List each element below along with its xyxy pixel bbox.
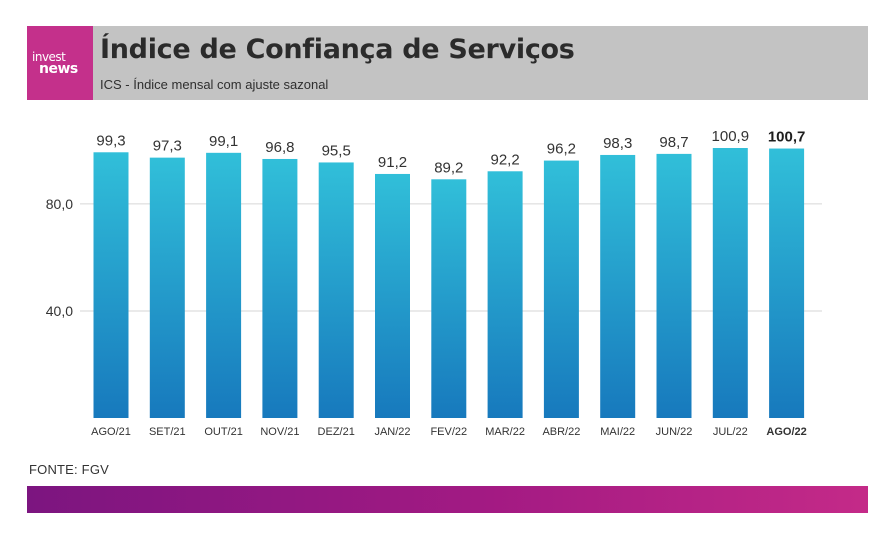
y-tick-label: 40,0 xyxy=(46,303,73,319)
bar xyxy=(712,148,748,418)
bar xyxy=(262,158,298,418)
bar xyxy=(487,171,523,418)
bar-value-label: 91,2 xyxy=(378,154,407,171)
x-tick-label: MAR/22 xyxy=(485,426,525,438)
value-labels: 99,3 97,3 99,1 96,8 95,5 91,2 89,2 92,2 96,2 98,3… xyxy=(96,128,805,176)
x-tick-label: MAI/22 xyxy=(600,426,635,438)
bar xyxy=(149,157,185,418)
footer-bar xyxy=(27,486,868,513)
x-tick-label: JUL/22 xyxy=(713,426,748,438)
chart-title: Índice de Confiança de Serviços xyxy=(100,34,575,65)
y-tick-label: 80,0 xyxy=(46,196,73,212)
x-tick-label: DEZ/21 xyxy=(318,426,355,438)
bar xyxy=(600,154,636,418)
header-band xyxy=(27,26,868,100)
bar xyxy=(656,153,692,418)
bar xyxy=(769,148,805,418)
x-tick-label: JAN/22 xyxy=(374,426,410,438)
bar-value-label: 99,3 xyxy=(96,132,125,149)
bar-value-label: 99,1 xyxy=(209,133,238,150)
logo-text-top: invest xyxy=(32,50,66,64)
bar-value-label: 100,9 xyxy=(712,128,750,145)
x-tick-label: ABR/22 xyxy=(542,426,580,438)
bar-value-label: 98,3 xyxy=(603,135,632,152)
bar-value-label: 89,2 xyxy=(434,159,463,176)
bar xyxy=(543,160,579,418)
bar xyxy=(318,162,354,418)
bar-value-label: 100,7 xyxy=(768,129,806,146)
chart-subtitle: ICS - Índice mensal com ajuste sazonal xyxy=(100,77,329,92)
x-tick-label: JUN/22 xyxy=(656,426,693,438)
bar-value-label: 96,2 xyxy=(547,141,576,158)
source-note: FONTE: FGV xyxy=(29,462,109,477)
bars xyxy=(93,148,805,418)
x-tick-label: NOV/21 xyxy=(260,426,299,438)
x-tick-label: AGO/21 xyxy=(91,426,131,438)
x-tick-label: OUT/21 xyxy=(204,426,243,438)
logo-text-bottom: news xyxy=(39,61,78,77)
bar-value-label: 98,7 xyxy=(659,134,688,151)
bar-value-label: 92,2 xyxy=(490,151,519,168)
bar xyxy=(431,179,467,418)
bar-value-label: 95,5 xyxy=(322,142,351,159)
x-axis-ticks: AGO/21 SET/21 OUT/21 NOV/21 DEZ/21 JAN/22 FEV/… xyxy=(91,426,807,438)
x-tick-label: AGO/22 xyxy=(766,426,806,438)
logo: invest news xyxy=(27,26,93,100)
bar xyxy=(206,152,242,418)
bar xyxy=(375,173,410,418)
bar-value-label: 96,8 xyxy=(265,139,294,156)
x-tick-label: FEV/22 xyxy=(430,426,467,438)
bar-value-label: 97,3 xyxy=(153,138,182,155)
x-tick-label: SET/21 xyxy=(149,426,186,438)
y-axis-ticks: 40,0 80,0 xyxy=(46,196,73,319)
investnews-logo-icon: invest news xyxy=(32,50,78,77)
bar xyxy=(93,152,129,418)
